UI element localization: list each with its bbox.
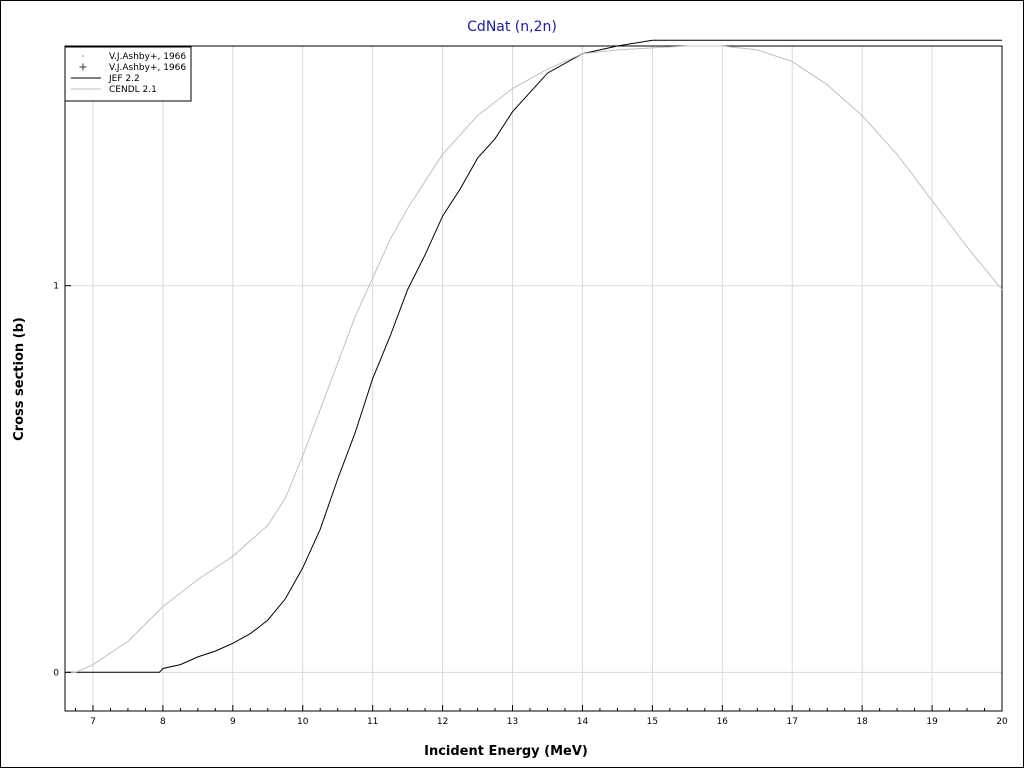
x-tick-label-11: 18 xyxy=(856,717,868,727)
series-line-3 xyxy=(65,45,1003,673)
x-tick-label-13: 20 xyxy=(996,717,1008,727)
x-tick-label-3: 10 xyxy=(297,717,309,727)
x-tick-label-12: 19 xyxy=(926,717,938,727)
x-tick-label-8: 15 xyxy=(647,717,658,727)
legend-label-1: V.J.Ashby+, 1966 xyxy=(109,63,186,73)
y-tick-label-0: 0 xyxy=(53,668,59,678)
y-tick-label-1: 1 xyxy=(53,282,59,292)
x-tick-label-10: 17 xyxy=(786,717,797,727)
x-tick-label-1: 8 xyxy=(160,717,166,727)
x-tick-label-7: 14 xyxy=(577,717,589,727)
series-line-2 xyxy=(65,39,1002,673)
x-tick-label-0: 7 xyxy=(90,717,96,727)
legend-box xyxy=(64,46,192,102)
legend-swatch-1 xyxy=(79,63,87,71)
series-layer xyxy=(65,39,1003,673)
x-tick-label-2: 9 xyxy=(230,717,236,727)
chart-title: CdNat (n,2n) xyxy=(467,19,557,35)
grid-layer xyxy=(65,46,1002,711)
tick-layer: 7 8 9 10 11 12 13 14 15 16 17 18 19 20 0 1 xyxy=(53,282,1008,727)
x-axis-label: Incident Energy (MeV) xyxy=(424,744,588,759)
x-tick-label-4: 11 xyxy=(367,717,378,727)
y-axis-label: Cross section (b) xyxy=(12,317,27,441)
legend-label-0: V.J.Ashby+, 1966 xyxy=(109,52,186,62)
plot-area xyxy=(64,45,1003,712)
legend-label-2: JEF 2.2 xyxy=(108,74,140,84)
x-tick-label-6: 13 xyxy=(507,717,518,727)
x-tick-label-5: 12 xyxy=(437,717,448,727)
legend-label-3: CENDL 2.1 xyxy=(109,85,157,95)
x-tick-label-9: 16 xyxy=(717,717,729,727)
legend-swatch-0 xyxy=(82,55,84,57)
